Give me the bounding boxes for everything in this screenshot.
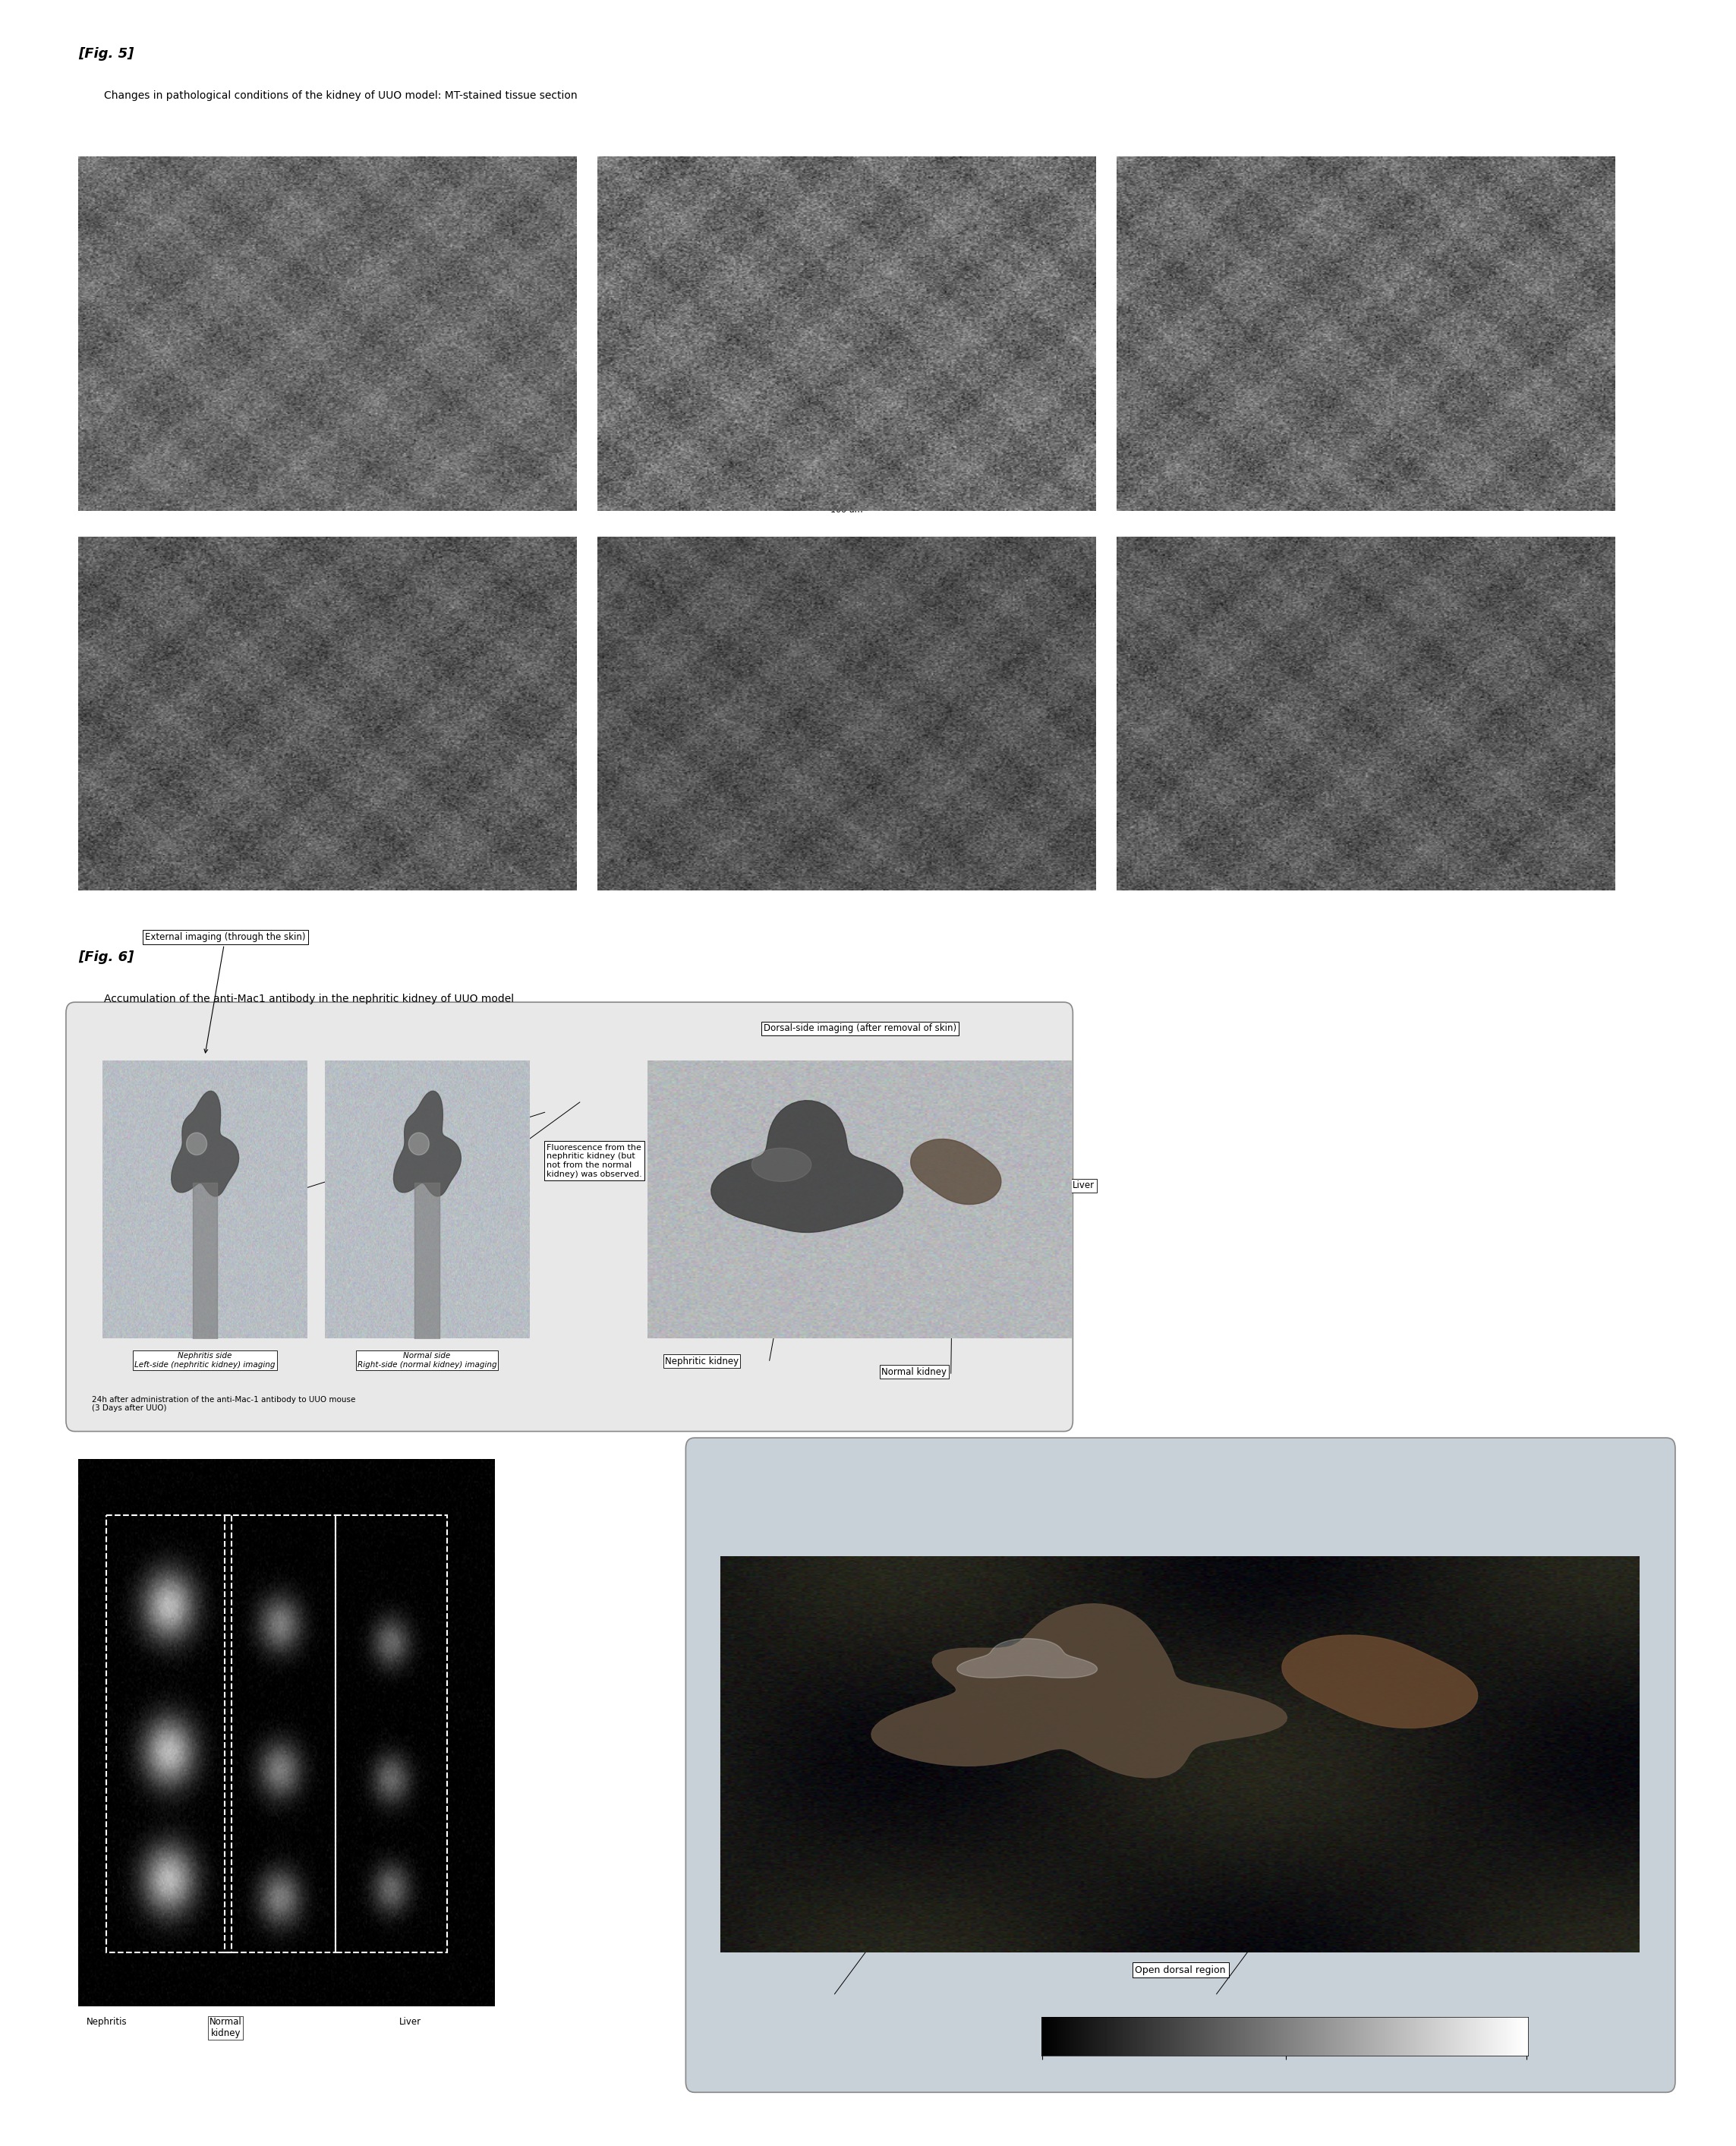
Text: Fluorescence from the
nephritic kidney (but
not from the normal
kidney) was obse: Fluorescence from the nephritic kidney (…: [547, 1144, 642, 1178]
Text: Changes in pathological conditions of the kidney of UUO model: MT-stained tissue: Changes in pathological conditions of th…: [104, 90, 578, 101]
Bar: [106, 1515, 231, 1953]
Text: Normal kidney: Normal kidney: [882, 1367, 946, 1378]
Polygon shape: [394, 1090, 462, 1195]
Text: Dorsal-side imaging (after removal of skin): Dorsal-side imaging (after removal of sk…: [764, 1024, 957, 1034]
Polygon shape: [415, 1182, 439, 1339]
Text: Remarkably increased
collagen fibrils in the
interstitium (7 Days): Remarkably increased collagen fibrils in…: [604, 545, 703, 577]
Text: 1 Day, left kidney (UUO): 1 Day, left kidney (UUO): [604, 461, 720, 472]
Polygon shape: [193, 1182, 217, 1339]
Text: 7 Days, left kidney (UUO): 7 Days, left kidney (UUO): [604, 841, 726, 852]
Text: Advanced fibrosis throughout
the kidney (14 Days): Advanced fibrosis throughout the kidney …: [1123, 545, 1255, 567]
Text: Normal
kidney: Normal kidney: [210, 2017, 241, 2039]
Polygon shape: [172, 1090, 240, 1195]
Polygon shape: [957, 1640, 1097, 1678]
Text: Nephritis: Nephritis: [87, 2017, 127, 2028]
Text: [Fig. 6]: [Fig. 6]: [78, 951, 134, 964]
Text: 24h after administration of the anti-Mac-1 antibody to UUO mouse
(3 Days after U: 24h after administration of the anti-Mac…: [92, 1395, 356, 1412]
Text: [Fig. 5]: [Fig. 5]: [78, 47, 134, 60]
Text: 100 um: 100 um: [830, 506, 863, 515]
Text: External imaging (through the skin): External imaging (through the skin): [146, 931, 306, 1054]
Text: 3 Days_1, left kidney (UUO): 3 Days_1, left kidney (UUO): [1123, 461, 1255, 472]
Polygon shape: [871, 1603, 1286, 1777]
Text: Accumulation of the anti-Mac1 antibody in the nephritic kidney of UUO model: Accumulation of the anti-Mac1 antibody i…: [104, 994, 514, 1004]
Text: 3 Days_2, left kidney (UUO): 3 Days_2, left kidney (UUO): [85, 841, 217, 852]
Text: Liver: Liver: [1073, 1180, 1095, 1191]
Text: Inflammatory cell
infiltration (3 Days): Inflammatory cell infiltration (3 Days): [85, 545, 172, 567]
Bar: [335, 1515, 446, 1953]
Text: Normal side
Right-side (normal kidney) imaging: Normal side Right-side (normal kidney) i…: [358, 1352, 496, 1369]
Text: Nephritic kidney: Nephritic kidney: [665, 1356, 738, 1367]
Polygon shape: [1281, 1635, 1477, 1728]
Text: 14 Days, left kidney (UUO): 14 Days, left kidney (UUO): [1123, 841, 1250, 852]
FancyBboxPatch shape: [66, 1002, 1073, 1431]
FancyBboxPatch shape: [686, 1438, 1675, 2092]
Text: Nephritis side
Left-side (nephritic kidney) imaging: Nephritis side Left-side (nephritic kidn…: [134, 1352, 276, 1369]
Polygon shape: [408, 1133, 429, 1155]
Text: Right kidney (normal): Right kidney (normal): [85, 461, 189, 472]
Polygon shape: [712, 1101, 903, 1232]
Bar: [224, 1515, 335, 1953]
Polygon shape: [752, 1148, 811, 1182]
Polygon shape: [186, 1133, 207, 1155]
Text: Open dorsal region: Open dorsal region: [1135, 1966, 1226, 1974]
Polygon shape: [911, 1140, 1002, 1204]
Text: Liver: Liver: [399, 2017, 422, 2028]
